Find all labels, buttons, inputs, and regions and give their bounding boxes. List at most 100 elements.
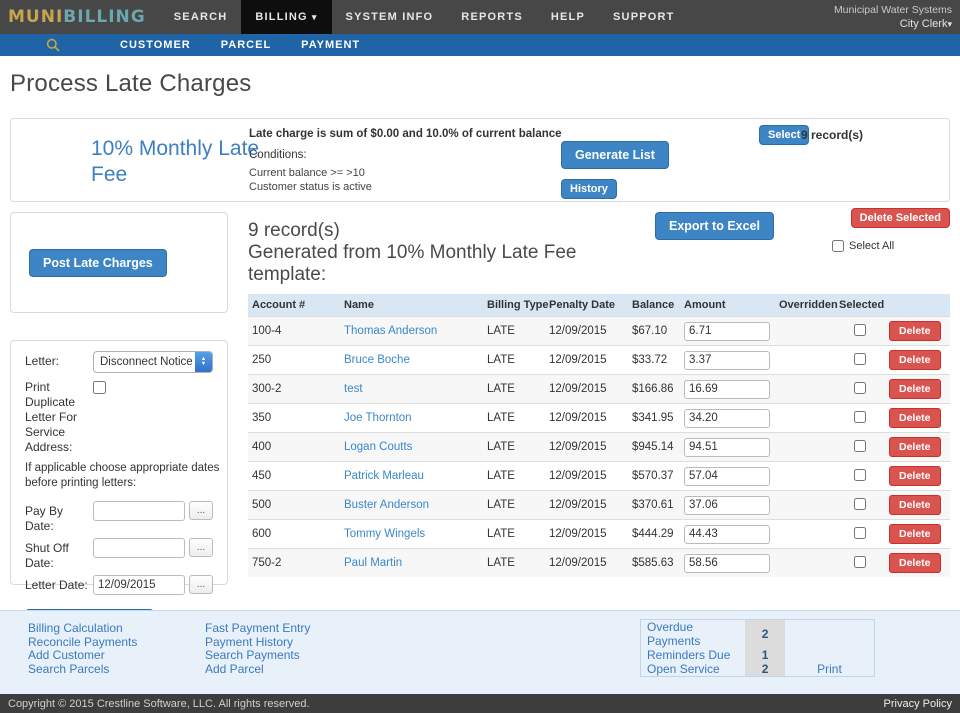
table-row: 350 Joe Thornton LATE 12/09/2015 $341.95… bbox=[248, 403, 950, 433]
delete-button[interactable]: Delete bbox=[889, 379, 941, 399]
select-button[interactable]: Select bbox=[759, 125, 810, 145]
nav-item-search[interactable]: SEARCH bbox=[173, 11, 228, 23]
customer-name-link[interactable]: Logan Coutts bbox=[344, 441, 413, 453]
letter-date-input[interactable] bbox=[93, 575, 185, 595]
record-count: 9 record(s) bbox=[801, 128, 864, 142]
amount-input[interactable] bbox=[684, 466, 770, 486]
customer-name-link[interactable]: Paul Martin bbox=[344, 557, 403, 569]
nav-item-support[interactable]: SUPPORT bbox=[613, 11, 675, 23]
customer-name-link[interactable]: Bruce Boche bbox=[344, 354, 410, 366]
delete-button[interactable]: Delete bbox=[889, 524, 941, 544]
customer-name-link[interactable]: Buster Anderson bbox=[344, 499, 430, 511]
footer-link[interactable]: Payment History bbox=[205, 634, 294, 649]
amount-input[interactable] bbox=[684, 350, 770, 370]
post-late-charges-button[interactable]: Post Late Charges bbox=[29, 249, 167, 277]
delete-button[interactable]: Delete bbox=[889, 553, 941, 573]
bottom-bar: Copyright © 2015 Crestline Software, LLC… bbox=[0, 694, 960, 713]
pay-by-date-input[interactable] bbox=[93, 501, 185, 521]
subnav-item-payment[interactable]: PAYMENT bbox=[301, 39, 361, 51]
delete-button[interactable]: Delete bbox=[889, 408, 941, 428]
balance-cell: $585.63 bbox=[628, 548, 680, 577]
export-to-excel-button[interactable]: Export to Excel bbox=[655, 212, 774, 240]
munibilling-logo[interactable]: MUNI BILLING bbox=[8, 0, 146, 34]
letter-date-picker-button[interactable]: ... bbox=[189, 575, 213, 594]
col-billing-type: Billing Type bbox=[483, 294, 549, 317]
selected-checkbox[interactable] bbox=[854, 381, 866, 394]
nav-item-system-info[interactable]: SYSTEM INFO bbox=[345, 11, 434, 23]
stat-label-link[interactable]: Overdue Payments bbox=[647, 620, 701, 648]
copyright-text: Copyright © 2015 Crestline Software, LLC… bbox=[8, 697, 310, 710]
amount-input[interactable] bbox=[684, 379, 770, 399]
table-header-row: Account # Name Billing Type Penalty Date… bbox=[248, 294, 950, 317]
footer-link[interactable]: Search Parcels bbox=[28, 661, 110, 676]
print-duplicate-checkbox[interactable] bbox=[93, 381, 106, 394]
table-row: 250 Bruce Boche LATE 12/09/2015 $33.72 D… bbox=[248, 345, 950, 375]
delete-button[interactable]: Delete bbox=[889, 495, 941, 515]
search-icon[interactable] bbox=[46, 38, 60, 52]
customer-name-link[interactable]: test bbox=[344, 383, 363, 395]
stat-label-link[interactable]: Reminders Due bbox=[647, 648, 731, 662]
delete-button[interactable]: Delete bbox=[889, 466, 941, 486]
footer-link[interactable]: Search Payments bbox=[205, 648, 300, 662]
user-menu[interactable]: City Clerk▾ bbox=[899, 18, 952, 30]
delete-button[interactable]: Delete bbox=[889, 321, 941, 341]
footer-link[interactable]: Fast Payment Entry bbox=[205, 621, 311, 635]
print-link[interactable] bbox=[785, 648, 875, 662]
delete-button[interactable]: Delete bbox=[889, 350, 941, 370]
footer-link[interactable]: Reconcile Payments bbox=[28, 634, 138, 649]
actions-cell: Delete bbox=[885, 316, 950, 346]
customer-name-link[interactable]: Tommy Wingels bbox=[344, 528, 426, 540]
nav-item-reports[interactable]: REPORTS bbox=[461, 11, 523, 23]
selected-checkbox[interactable] bbox=[854, 410, 866, 423]
nav-item-billing[interactable]: BILLING ▾ bbox=[241, 0, 332, 34]
selected-checkbox[interactable] bbox=[854, 526, 866, 539]
history-button[interactable]: History bbox=[561, 179, 617, 199]
shut-off-date-input[interactable] bbox=[93, 538, 185, 558]
selected-checkbox[interactable] bbox=[854, 497, 866, 510]
generate-list-button[interactable]: Generate List bbox=[561, 141, 669, 169]
amount-input[interactable] bbox=[684, 321, 770, 341]
amount-cell bbox=[680, 316, 775, 346]
shut-off-date-label: Shut Off Date: bbox=[25, 541, 69, 570]
stat-label-link[interactable]: Open Service bbox=[647, 662, 720, 676]
customer-name-link[interactable]: Thomas Anderson bbox=[344, 325, 438, 337]
late-charge-summary: Late charge is sum of $0.00 and 10.0% of… bbox=[249, 128, 562, 140]
select-all-checkbox[interactable] bbox=[832, 240, 844, 252]
subnav-item-customer[interactable]: CUSTOMER bbox=[120, 39, 191, 51]
delete-button[interactable]: Delete bbox=[889, 437, 941, 457]
subnav-item-parcel[interactable]: PARCEL bbox=[220, 39, 272, 51]
nav-item-help[interactable]: HELP bbox=[550, 11, 586, 23]
selected-checkbox[interactable] bbox=[854, 468, 866, 481]
footer-link[interactable]: Add Customer bbox=[28, 648, 105, 662]
overridden-cell bbox=[775, 345, 835, 375]
selected-checkbox[interactable] bbox=[854, 352, 866, 365]
customer-name-link[interactable]: Joe Thornton bbox=[344, 412, 412, 424]
balance-cell: $67.10 bbox=[628, 316, 680, 346]
selected-cell bbox=[835, 345, 885, 375]
select-all-control[interactable]: Select All bbox=[832, 240, 894, 252]
name-cell: Tommy Wingels bbox=[340, 519, 483, 549]
selected-checkbox[interactable] bbox=[854, 555, 866, 568]
footer-link[interactable]: Add Parcel bbox=[205, 661, 264, 676]
print-link[interactable]: Print bbox=[817, 662, 842, 676]
stat-value: 2 bbox=[745, 619, 785, 648]
letters-panel: Letter: Disconnect Notice ▲ ▼ Print Dupli… bbox=[10, 340, 228, 640]
table-row: 400 Logan Coutts LATE 12/09/2015 $945.14… bbox=[248, 432, 950, 462]
amount-input[interactable] bbox=[684, 553, 770, 573]
customer-name-link[interactable]: Patrick Marleau bbox=[344, 470, 424, 482]
selected-checkbox[interactable] bbox=[854, 439, 866, 452]
footer-link[interactable]: Billing Calculation bbox=[28, 621, 123, 635]
billing-type-cell: LATE bbox=[483, 519, 545, 549]
amount-input[interactable] bbox=[684, 495, 770, 515]
amount-input[interactable] bbox=[684, 437, 770, 457]
shut-off-date-picker-button[interactable]: ... bbox=[189, 538, 213, 557]
amount-input[interactable] bbox=[684, 408, 770, 428]
privacy-policy-link[interactable]: Privacy Policy bbox=[883, 697, 952, 710]
selected-checkbox[interactable] bbox=[854, 323, 866, 336]
pay-by-date-picker-button[interactable]: ... bbox=[189, 501, 213, 520]
delete-selected-button[interactable]: Delete Selected bbox=[850, 208, 950, 228]
amount-input[interactable] bbox=[684, 524, 770, 544]
print-link[interactable] bbox=[785, 620, 875, 649]
letter-select[interactable]: Disconnect Notice ▲ ▼ bbox=[93, 351, 213, 373]
billing-type-cell: LATE bbox=[483, 432, 545, 462]
